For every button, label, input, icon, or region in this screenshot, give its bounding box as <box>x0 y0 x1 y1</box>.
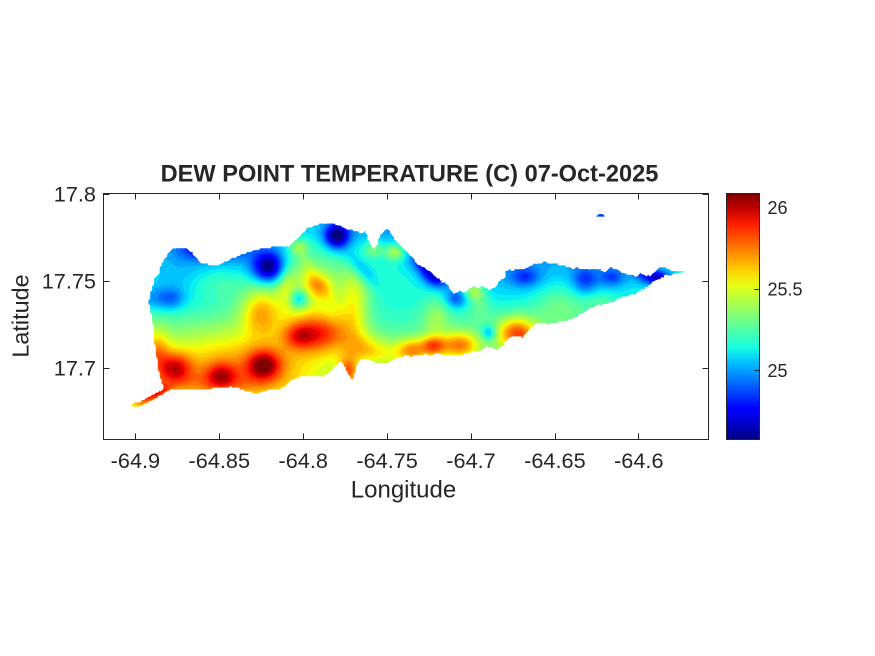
svg-text:-64.6: -64.6 <box>614 448 663 473</box>
svg-text:17.8: 17.8 <box>54 182 96 207</box>
svg-text:17.75: 17.75 <box>42 269 96 294</box>
svg-text:-64.8: -64.8 <box>278 448 327 473</box>
svg-text:Longitude: Longitude <box>351 477 456 504</box>
svg-text:25.5: 25.5 <box>768 280 803 300</box>
svg-text:17.7: 17.7 <box>54 356 96 381</box>
svg-text:-64.7: -64.7 <box>446 448 495 473</box>
svg-text:-64.65: -64.65 <box>524 448 586 473</box>
svg-text:DEW POINT TEMPERATURE (C) 07-O: DEW POINT TEMPERATURE (C) 07-Oct-2025 <box>161 162 659 188</box>
svg-text:-64.85: -64.85 <box>189 448 251 473</box>
svg-text:-64.9: -64.9 <box>111 448 160 473</box>
svg-text:25: 25 <box>768 361 788 381</box>
svg-text:Latitude: Latitude <box>8 274 34 357</box>
svg-text:26: 26 <box>768 198 788 218</box>
svg-text:-64.75: -64.75 <box>356 448 418 473</box>
